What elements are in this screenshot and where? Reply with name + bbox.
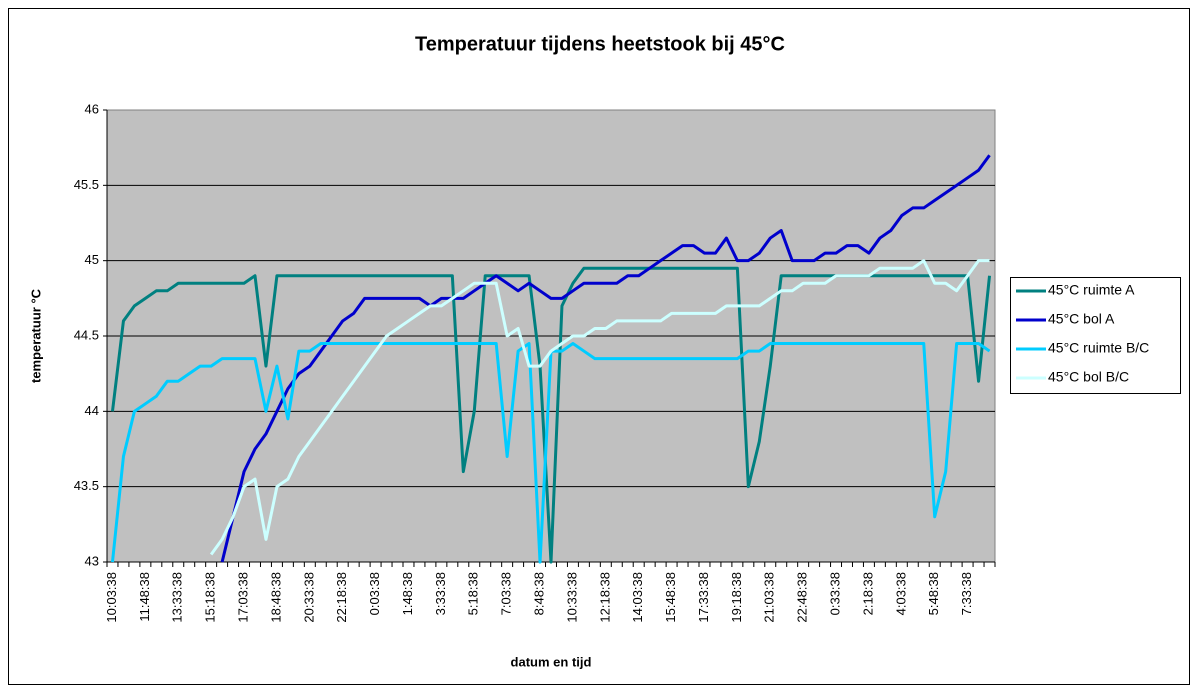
y-tick-label: 45: [85, 252, 99, 267]
chart-title: Temperatuur tijdens heetstook bij 45°C: [415, 33, 785, 55]
x-tick-label: 17:33:38: [696, 572, 711, 623]
x-tick-label: 22:18:38: [334, 572, 349, 623]
x-tick-label: 12:18:38: [597, 572, 612, 623]
x-tick-label: 10:33:38: [564, 572, 579, 623]
x-tick-label: 19:18:38: [729, 572, 744, 623]
series-line: [220, 154, 991, 563]
x-tick-label: 13:33:38: [170, 572, 185, 623]
x-tick-label: 1:48:38: [400, 572, 415, 615]
y-tick-label: 45.5: [74, 177, 99, 192]
x-tick-label: 8:48:38: [531, 572, 546, 615]
legend: [1010, 277, 1181, 394]
x-tick-label: 4:03:38: [893, 572, 908, 615]
y-tick-label: 43: [85, 553, 99, 568]
x-tick-label: 18:48:38: [268, 572, 283, 623]
x-tick-label: 7:33:38: [959, 572, 974, 615]
x-axis-label: datum en tijd: [511, 654, 592, 669]
y-tick-label: 44.5: [74, 327, 99, 342]
x-tick-label: 11:48:38: [137, 572, 152, 622]
x-tick-label: 15:18:38: [203, 572, 218, 623]
x-tick-label: 0:03:38: [367, 572, 382, 615]
legend-label: 45°C ruimte B/C: [1048, 340, 1149, 356]
x-tick-label: 0:33:38: [827, 572, 842, 615]
x-tick-label: 15:48:38: [663, 572, 678, 623]
y-axis-label: temperatuur °C: [28, 288, 43, 383]
x-tick-label: 3:33:38: [433, 572, 448, 615]
legend-label: 45°C ruimte A: [1048, 282, 1135, 298]
x-tick-label: 5:18:38: [466, 572, 481, 615]
series-line: [209, 259, 990, 556]
x-tick-label: 5:48:38: [926, 572, 941, 615]
x-tick-label: 21:03:38: [762, 572, 777, 623]
x-tick-label: 10:03:38: [104, 572, 119, 623]
legend-label: 45°C bol A: [1048, 311, 1115, 327]
y-tick-label: 43.5: [74, 478, 99, 493]
x-tick-label: 2:18:38: [860, 572, 875, 615]
x-tick-label: 14:03:38: [630, 572, 645, 623]
x-tick-label: 22:48:38: [795, 572, 810, 623]
x-tick-label: 17:03:38: [235, 572, 250, 623]
legend-label: 45°C bol B/C: [1048, 369, 1129, 385]
y-tick-label: 44: [85, 403, 99, 418]
x-tick-label: 20:33:38: [301, 572, 316, 623]
x-tick-label: 7:03:38: [499, 572, 514, 615]
y-tick-label: 46: [85, 101, 99, 116]
